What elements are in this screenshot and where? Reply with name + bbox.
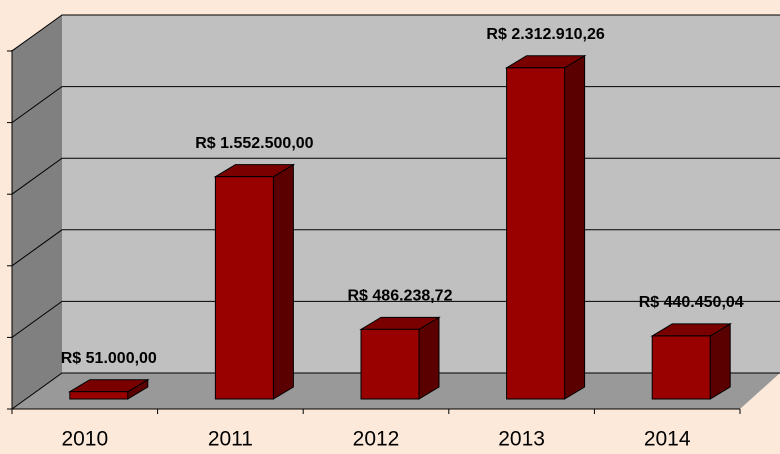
x-tick-label: 2014 <box>644 428 691 451</box>
bar <box>214 176 274 400</box>
x-tick-label: 2013 <box>498 428 545 451</box>
x-tick-label: 2012 <box>353 428 400 451</box>
data-label: R$ 51.000,00 <box>61 350 157 367</box>
data-label: R$ 2.312.910,26 <box>486 26 604 43</box>
bar <box>651 335 711 400</box>
bar-side <box>564 54 586 400</box>
bar-side <box>272 163 294 400</box>
bar <box>360 328 420 400</box>
bar-side <box>709 323 731 400</box>
bar-side <box>418 316 440 400</box>
bars <box>67 54 733 400</box>
x-tick-label: 2010 <box>61 428 108 451</box>
data-label: R$ 1.552.500,00 <box>195 135 313 152</box>
x-tick-label: 2011 <box>208 428 253 451</box>
grid-line <box>11 14 780 52</box>
bar <box>69 391 129 400</box>
bar <box>506 67 566 400</box>
data-label: R$ 440.450,04 <box>639 294 744 311</box>
side-wall <box>12 15 62 409</box>
data-label: R$ 486.238,72 <box>348 288 453 305</box>
